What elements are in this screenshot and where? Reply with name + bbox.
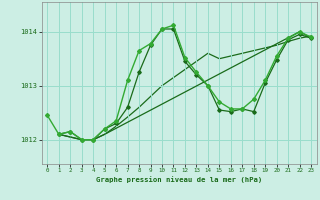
X-axis label: Graphe pression niveau de la mer (hPa): Graphe pression niveau de la mer (hPa) [96, 176, 262, 183]
